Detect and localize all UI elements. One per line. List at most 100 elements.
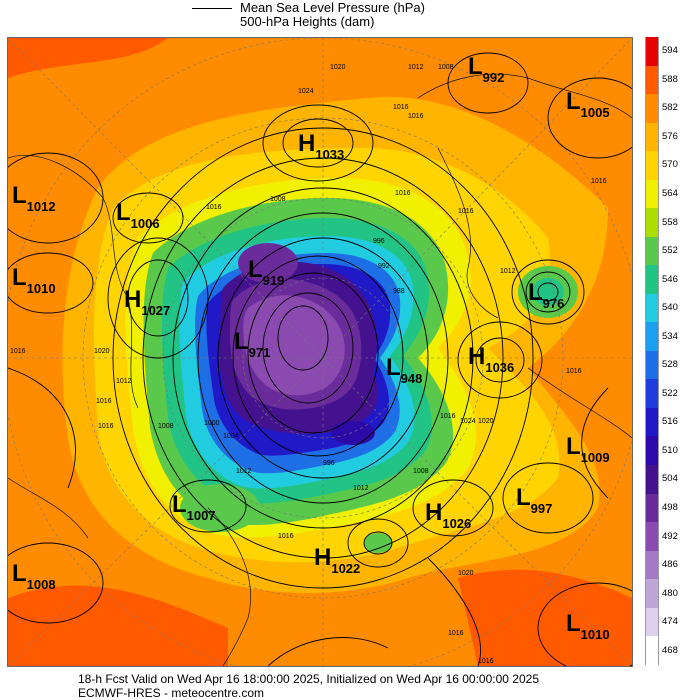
colorbar-tick-label: 552 [662, 245, 678, 257]
height-band-594-sw [8, 585, 228, 666]
colorbar-tick-label: 582 [662, 102, 678, 114]
pressure-center-low: L976 [528, 279, 565, 311]
colorbar-tick-label: 540 [662, 302, 678, 314]
isobar-label: 1016 [408, 113, 424, 120]
colorbar-segment [645, 464, 659, 494]
pressure-center-low: L948 [386, 354, 423, 386]
colorbar-segment [645, 293, 659, 323]
pressure-center-low: L1007 [172, 491, 216, 523]
isobar-label: 1000 [204, 420, 220, 427]
pressure-center-low: L992 [468, 53, 505, 85]
colorbar-segment [645, 350, 659, 380]
colorbar-segment [645, 636, 659, 665]
isobar-label: 1020 [458, 570, 474, 577]
height-band-594-nw [8, 38, 168, 78]
isobar-label: 1016 [10, 348, 26, 355]
pressure-center-high: H1033 [298, 130, 345, 162]
pressure-center-low: L1009 [566, 433, 610, 465]
isobar-label: 1012 [353, 485, 369, 492]
isobar-label: 1016 [448, 630, 464, 637]
colorbar-segment [645, 607, 659, 637]
isobar-label: 1012 [116, 378, 132, 385]
isobar-label: 1016 [440, 413, 456, 420]
pressure-center-low: L1010 [12, 264, 56, 296]
pressure-center-low: L1012 [12, 182, 56, 214]
isobar-label: 1016 [278, 533, 294, 540]
colorbar-segment [645, 436, 659, 465]
height-center-south [331, 421, 375, 445]
colorbar-tick-label: 522 [662, 387, 678, 399]
colorbar [645, 37, 659, 665]
colorbar-tick-label: 588 [662, 73, 678, 85]
isobar-label: 1020 [478, 418, 494, 425]
colorbar-tick-label: 486 [662, 559, 678, 571]
colorbar-segment [645, 407, 659, 437]
pressure-center-high: H1022 [314, 544, 361, 576]
colorbar-segment [645, 37, 659, 66]
isobar-label: 1008 [438, 64, 454, 71]
isobar-label: 1024 [460, 418, 476, 425]
forecast-valid-text: 18-h Fcst Valid on Wed Apr 16 18:00:00 2… [78, 672, 539, 686]
isobar-label: 1008 [158, 423, 174, 430]
pressure-center-low: L1010 [566, 610, 610, 642]
isobar-label: 1016 [591, 178, 607, 185]
colorbar-segment [645, 122, 659, 152]
colorbar-tick-label: 528 [662, 359, 678, 371]
map-svg [8, 38, 632, 666]
isobar-label: 1016 [458, 208, 474, 215]
colorbar-tick-label: 474 [662, 616, 678, 628]
pressure-center-low: L1008 [12, 560, 56, 592]
colorbar-segment [645, 493, 659, 523]
colorbar-segment [645, 550, 659, 580]
isobar-label: 988 [393, 288, 405, 295]
pressure-center-high: H1027 [124, 286, 171, 318]
legend-heights-label: 500-hPa Heights (dam) [240, 14, 375, 29]
isobar-label: 1008 [413, 468, 429, 475]
isobar-label: 1004 [223, 433, 239, 440]
colorbar-tick-label: 564 [662, 188, 678, 199]
colorbar-tick-label: 570 [662, 159, 678, 171]
graticule [8, 38, 632, 666]
isobar-label: 1016 [98, 423, 114, 430]
pressure-center-low: L971 [234, 328, 271, 360]
colorbar-segment [645, 322, 659, 351]
colorbar-tick-label: 594 [662, 45, 678, 57]
isobar-label: 1016 [395, 190, 411, 197]
pressure-center-low: L1006 [116, 199, 160, 231]
isobar-label: 1012 [236, 468, 252, 475]
isobar-label: 1012 [500, 268, 516, 275]
isobar-label: 1020 [330, 64, 346, 71]
isobar-label: 1016 [96, 398, 112, 405]
colorbar-segment [645, 379, 659, 408]
model-source-text: ECMWF-HRES - meteocentre.com [78, 686, 265, 700]
colorbar-segment [645, 94, 659, 123]
cyclone-east-core [532, 278, 564, 306]
isobar-label: 1016 [393, 104, 409, 111]
isobar-label: 996 [323, 460, 335, 467]
colorbar-tick-label: 468 [662, 644, 678, 656]
height-center-north [238, 243, 298, 283]
pressure-center-high: H1026 [425, 499, 472, 531]
colorbar-segment [645, 236, 659, 266]
isobar-label: 1016 [206, 204, 222, 211]
pressure-center-low: L1005 [566, 88, 610, 120]
colorbar-tick-label: 576 [662, 130, 678, 142]
colorbar-segment [645, 579, 659, 608]
colorbar-segment [645, 265, 659, 294]
colorbar-tick-label: 492 [662, 530, 678, 542]
height-band-594-se [458, 569, 632, 666]
pressure-center-low: L919 [248, 256, 285, 288]
colorbar-tick-label: 480 [662, 587, 678, 599]
colorbar-segment [645, 65, 659, 95]
pressure-center-low: L997 [516, 484, 553, 516]
isobar-label: 996 [373, 238, 385, 245]
colorbar-segment [645, 179, 659, 209]
isobar-label: 1008 [270, 196, 286, 203]
colorbar-tick-label: 546 [662, 273, 678, 285]
colorbar-tick-label: 498 [662, 502, 678, 513]
colorbar-tick-label: 510 [662, 444, 678, 456]
legend-mslp-label: Mean Sea Level Pressure (hPa) [240, 0, 425, 15]
colorbar-segment [645, 151, 659, 180]
isobar-label: 992 [378, 263, 390, 270]
legend-line [192, 8, 232, 9]
